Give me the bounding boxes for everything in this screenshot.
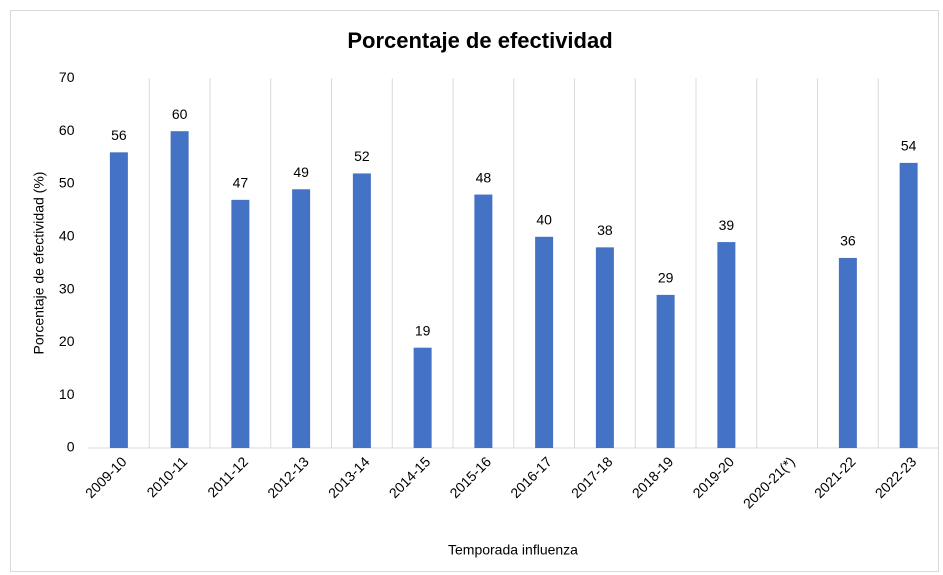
y-tick-label: 0 (67, 439, 75, 455)
data-label: 40 (536, 212, 552, 228)
y-tick-label: 30 (59, 280, 75, 296)
data-label: 47 (233, 175, 249, 191)
data-label: 19 (415, 322, 431, 338)
y-axis-label: Porcentaje de efectividad (%) (31, 172, 47, 355)
data-label: 39 (719, 217, 735, 233)
data-label: 29 (658, 270, 674, 286)
bar (595, 247, 614, 448)
bar (474, 194, 493, 448)
bar (352, 173, 371, 448)
y-tick-label: 10 (59, 386, 75, 402)
bar (231, 199, 250, 448)
data-label: 49 (293, 164, 309, 180)
bar (535, 236, 554, 448)
bar (656, 294, 675, 448)
data-label: 48 (476, 169, 492, 185)
bar (413, 347, 432, 448)
y-tick-label: 50 (59, 175, 75, 191)
data-label: 38 (597, 222, 613, 238)
data-label: 52 (354, 148, 370, 164)
data-label: 36 (840, 233, 856, 249)
x-axis-label: Temporada influenza (448, 542, 578, 558)
data-label: 54 (901, 138, 917, 154)
bar (838, 257, 857, 448)
y-tick-label: 70 (59, 69, 75, 85)
data-label: 56 (111, 127, 127, 143)
chart-title: Porcentaje de efectividad (347, 28, 612, 53)
bar (170, 131, 189, 448)
y-tick-label: 20 (59, 333, 75, 349)
bar (899, 162, 918, 448)
bar (717, 242, 736, 448)
y-tick-label: 60 (59, 122, 75, 138)
bar (292, 189, 311, 448)
data-label: 60 (172, 106, 188, 122)
y-tick-label: 40 (59, 228, 75, 244)
bar (109, 152, 128, 448)
